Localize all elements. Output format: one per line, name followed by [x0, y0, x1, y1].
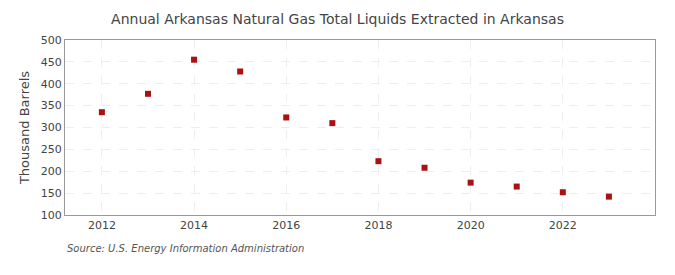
svg-text:400: 400 [41, 78, 62, 91]
svg-text:450: 450 [41, 56, 62, 69]
svg-text:2018: 2018 [364, 219, 392, 232]
svg-text:2016: 2016 [272, 219, 300, 232]
svg-text:2014: 2014 [180, 219, 208, 232]
svg-text:250: 250 [41, 143, 62, 156]
svg-text:Source: U.S. Energy Informatio: Source: U.S. Energy Information Administ… [67, 243, 304, 254]
svg-text:2020: 2020 [457, 219, 485, 232]
svg-text:Annual Arkansas Natural Gas To: Annual Arkansas Natural Gas Total Liquid… [111, 11, 564, 27]
svg-text:2012: 2012 [88, 219, 116, 232]
svg-text:350: 350 [41, 99, 62, 112]
svg-text:100: 100 [41, 209, 62, 222]
svg-text:2022: 2022 [549, 219, 577, 232]
svg-text:300: 300 [41, 121, 62, 134]
svg-text:Thousand Barrels: Thousand Barrels [17, 71, 32, 185]
svg-text:500: 500 [41, 34, 62, 47]
svg-text:200: 200 [41, 165, 62, 178]
svg-text:150: 150 [41, 187, 62, 200]
